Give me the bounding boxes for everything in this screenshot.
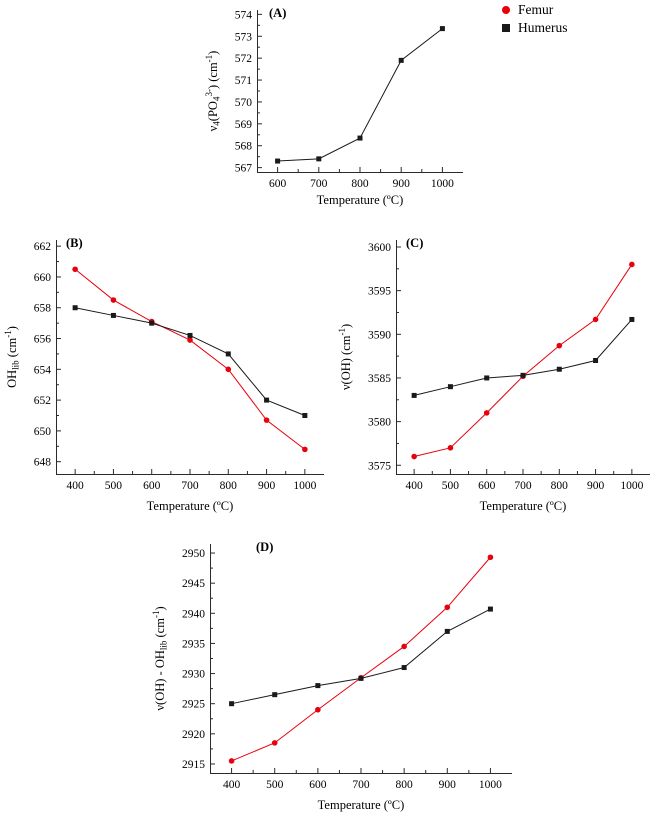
svg-text:2940: 2940 [182,608,205,620]
svg-text:900: 900 [439,779,457,791]
svg-text:2945: 2945 [182,578,205,590]
svg-text:Temperature (ºC): Temperature (ºC) [318,798,405,812]
svg-text:ν4(PO43-) (cm-1): ν4(PO43-) (cm-1) [205,51,222,132]
svg-text:662: 662 [34,241,52,253]
svg-text:1000: 1000 [479,779,502,791]
svg-text:500: 500 [442,480,460,492]
svg-text:2930: 2930 [182,669,205,681]
legend-label-humerus: Humerus [518,19,568,35]
chart-panel-b: 400 500 600 700 800 900 1000 648 650 652 654 656 658… [4,236,324,513]
svg-text:571: 571 [235,75,253,87]
svg-text:600: 600 [143,480,161,492]
svg-text:568: 568 [235,141,253,153]
svg-text:3575: 3575 [368,460,391,472]
legend-item-femur: Femur [502,2,568,18]
svg-text:3595: 3595 [368,286,391,298]
svg-text:2925: 2925 [182,699,205,711]
humerus-square-marker-icon [502,24,510,33]
svg-text:656: 656 [34,334,52,346]
svg-text:574: 574 [235,9,253,21]
svg-text:600: 600 [478,480,496,492]
svg-text:652: 652 [34,395,52,407]
svg-text:658: 658 [34,303,52,315]
svg-text:Temperature (ºC): Temperature (ºC) [480,499,567,513]
svg-text:500: 500 [105,480,123,492]
femur-circle-marker-icon [502,6,510,15]
svg-text:572: 572 [235,53,253,65]
svg-text:600: 600 [309,779,327,791]
svg-text:900: 900 [587,480,605,492]
svg-text:400: 400 [223,779,241,791]
svg-text:700: 700 [310,178,328,190]
svg-text:(D): (D) [256,540,273,554]
svg-text:(C): (C) [406,236,423,250]
svg-text:654: 654 [34,364,52,376]
svg-text:(B): (B) [66,236,83,250]
svg-text:1000: 1000 [620,480,643,492]
legend-item-humerus: Humerus [502,19,568,36]
svg-text:567: 567 [235,163,253,175]
svg-text:570: 570 [235,97,253,109]
svg-text:900: 900 [258,480,276,492]
svg-text:800: 800 [396,779,414,791]
svg-text:650: 650 [34,426,52,438]
svg-text:400: 400 [406,480,424,492]
svg-text:573: 573 [235,31,253,43]
svg-text:800: 800 [220,480,238,492]
svg-text:(A): (A) [269,6,286,20]
svg-text:3585: 3585 [368,373,391,385]
svg-text:700: 700 [514,480,532,492]
chart-panel-d: 400 500 600 700 800 900 1000 2915 2920 2925 2930 29… [152,540,512,812]
svg-text:700: 700 [352,779,370,791]
svg-text:Temperature (ºC): Temperature (ºC) [317,193,404,207]
svg-text:OHlib (cm-1): OHlib (cm-1) [4,326,21,388]
svg-text:569: 569 [235,119,253,131]
svg-text:700: 700 [181,480,199,492]
chart-panel-a: 600 700 800 900 1000 567 568 569 570 571 572 573 574… [205,6,463,207]
svg-text:648: 648 [34,457,52,469]
svg-text:2920: 2920 [182,729,205,741]
chart-panel-c: 400 500 600 700 800 900 1000 3575 3580 3585 3590 35… [338,236,650,513]
svg-text:600: 600 [269,178,287,190]
svg-text:3600: 3600 [368,242,391,254]
svg-text:ν(OH) - OHlib (cm-1): ν(OH) - OHlib (cm-1) [152,606,169,710]
svg-text:800: 800 [351,178,369,190]
svg-text:800: 800 [551,480,569,492]
svg-text:2915: 2915 [182,759,205,771]
svg-text:1000: 1000 [293,480,316,492]
svg-text:Temperature (ºC): Temperature (ºC) [147,499,234,513]
svg-text:3580: 3580 [368,417,391,429]
legend: Femur Humerus [502,2,568,36]
svg-text:660: 660 [34,272,52,284]
legend-label-femur: Femur [518,2,554,17]
svg-text:500: 500 [266,779,284,791]
svg-text:400: 400 [67,480,85,492]
svg-text:2935: 2935 [182,638,205,650]
svg-text:ν(OH) (cm-1): ν(OH) (cm-1) [338,324,353,390]
svg-text:3590: 3590 [368,329,391,341]
svg-text:1000: 1000 [431,178,454,190]
svg-text:900: 900 [393,178,411,190]
svg-text:2950: 2950 [182,548,205,560]
